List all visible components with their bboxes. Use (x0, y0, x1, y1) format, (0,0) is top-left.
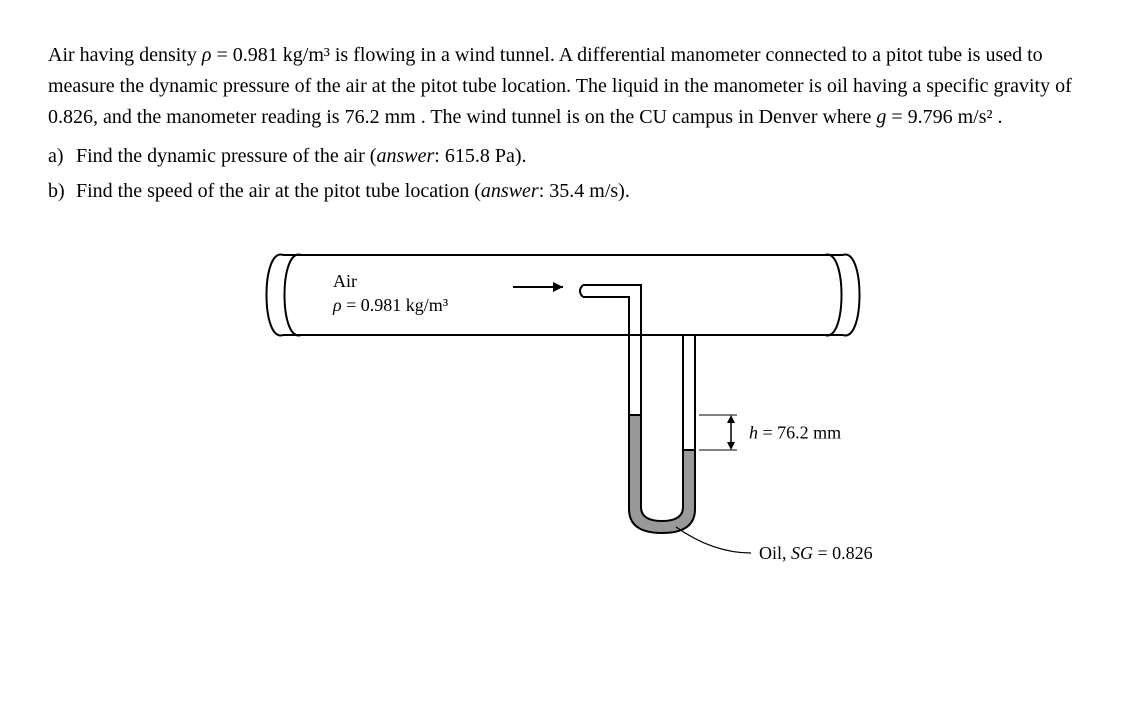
part-marker: b) (48, 176, 76, 207)
part-marker: a) (48, 141, 76, 172)
h-label: h = 76.2 mm (749, 423, 841, 443)
problem-part: a)Find the dynamic pressure of the air (… (48, 141, 1098, 172)
pitot-figure: Air ρ = 0.981 kg/m³ h = 76.2 mm Oil, SG = 0… (253, 235, 893, 575)
part-text: Find the speed of the air at the pitot t… (76, 176, 630, 207)
air-label: Air (333, 271, 357, 291)
oil-label: Oil, SG = 0.826 (759, 543, 873, 563)
part-text: Find the dynamic pressure of the air (an… (76, 141, 526, 172)
density-label: ρ = 0.981 kg/m³ (332, 295, 449, 315)
problem-statement: Air having density ρ = 0.981 kg/m³ is fl… (48, 40, 1098, 133)
figure-container: Air ρ = 0.981 kg/m³ h = 76.2 mm Oil, SG = 0… (48, 235, 1098, 575)
problem-part: b)Find the speed of the air at the pitot… (48, 176, 1098, 207)
problem-parts-list: a)Find the dynamic pressure of the air (… (48, 141, 1098, 207)
